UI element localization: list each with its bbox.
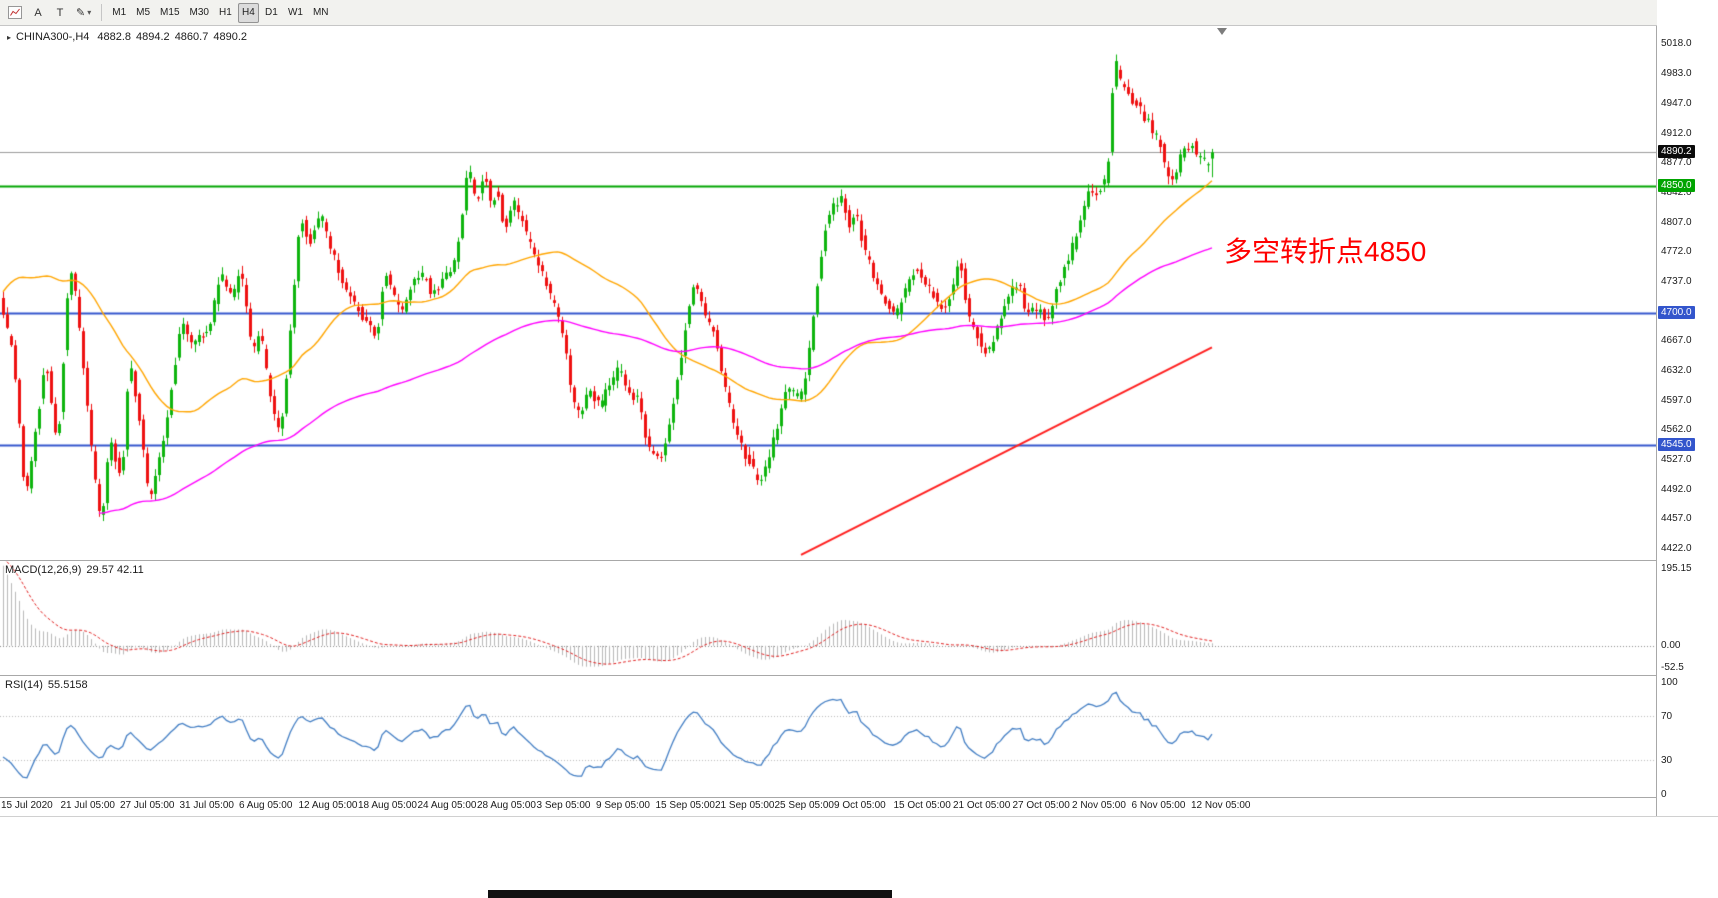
pane-separator-macd[interactable] [0, 560, 1718, 561]
time-axis-label: 12 Aug 05:00 [298, 800, 358, 811]
price-badge-4890.2: 4890.2 [1658, 145, 1695, 159]
symbol-period-label: CHINA300-,H4 [16, 31, 90, 43]
draw-tools-dropdown[interactable]: ✎ ▾ [72, 3, 95, 23]
price-badge-4850.0: 4850.0 [1658, 179, 1695, 193]
time-axis-label: 15 Jul 2020 [1, 800, 53, 811]
price-tick-label: 4807.0 [1661, 216, 1692, 228]
price-tick-label: 4667.0 [1661, 335, 1692, 347]
price-badge-4700.0: 4700.0 [1658, 306, 1695, 320]
timeframe-button-mn[interactable]: MN [312, 7, 329, 18]
pane-separator-rsi[interactable] [0, 675, 1718, 676]
time-axis-label: 3 Sep 05:00 [536, 800, 591, 811]
pencil-icon: ✎ [76, 7, 86, 19]
time-axis-label: 18 Aug 05:00 [358, 800, 417, 811]
price-tick-label: 4422.0 [1661, 543, 1692, 554]
timeframe-button-m30[interactable]: M30 [189, 7, 209, 18]
time-axis-label: 6 Aug 05:00 [239, 800, 293, 811]
macd-values: 29.57 42.11 [86, 564, 144, 576]
rsi-scale-label: 70 [1661, 710, 1673, 722]
macd-header: MACD(12,26,9) 29.57 42.11 [5, 564, 144, 576]
time-axis[interactable]: 15 Jul 2020 21 Jul 05:00 27 Jul 05:00 31 Ju… [0, 798, 1656, 816]
chevron-down-icon: ▾ [87, 8, 92, 17]
timeframe-button-h1[interactable]: H1 [219, 7, 232, 18]
price-tick-label: 4842.0 [1661, 187, 1692, 199]
time-axis-label: 31 Jul 05:00 [179, 800, 235, 811]
chart-header: ▸ CHINA300-,H4 4882.8 4894.2 4860.7 4890… [7, 31, 247, 43]
macd-scale-max: 195.15 [1661, 563, 1692, 574]
time-axis-label: 25 Sep 05:00 [774, 800, 835, 811]
macd-scale-zero: 0.00 [1661, 639, 1681, 651]
price-tick-label: 4527.0 [1661, 454, 1692, 466]
price-badge-4545.0: 4545.0 [1658, 437, 1695, 451]
collapse-triangle-icon[interactable]: ▸ [7, 32, 12, 42]
time-axis-label: 27 Jul 05:00 [120, 800, 175, 811]
time-axis-label: 21 Sep 05:00 [715, 800, 775, 811]
text-tool-button[interactable]: T [56, 6, 64, 19]
rsi-scale-label: 30 [1661, 755, 1673, 767]
price-tick-label: 4947.0 [1661, 98, 1692, 110]
time-axis-separator [0, 797, 1718, 798]
cursor-tool-button[interactable]: A [34, 6, 42, 19]
time-axis-label: 9 Oct 05:00 [834, 800, 886, 811]
chart-text-annotation[interactable]: 多空转折点4850 [1224, 236, 1427, 267]
price-tick-label: 4912.0 [1661, 127, 1692, 139]
rsi-header: RSI(14) 55.5158 [5, 679, 88, 691]
price-tick-label: 4737.0 [1661, 276, 1692, 288]
timeframe-bar: M1 M5 M15 M30 H1 H4 D1 W1 MN [107, 2, 333, 23]
price-axis[interactable]: 5018.0 4983.0 4947.0 4912.0 4877.0 4842.0 4807… [1657, 0, 1718, 816]
time-axis-label: 15 Sep 05:00 [655, 800, 716, 811]
price-tick-label: 4457.0 [1661, 513, 1692, 525]
bottom-black-strip [488, 890, 892, 898]
timeframe-button-m5[interactable]: M5 [136, 7, 151, 18]
chart-shift-marker-icon[interactable] [1217, 28, 1227, 35]
high-value: 4894.2 [136, 31, 170, 43]
time-axis-label: 24 Aug 05:00 [417, 800, 477, 811]
time-axis-label: 27 Oct 05:00 [1012, 800, 1070, 811]
rsi-title: RSI(14) [5, 679, 43, 691]
timeframe-button-d1[interactable]: D1 [265, 7, 278, 18]
timeframe-button-w1[interactable]: W1 [287, 7, 303, 18]
price-tick-label: 5018.0 [1661, 38, 1692, 49]
mini-chart-icon [8, 6, 22, 19]
price-tick-label: 4632.0 [1661, 365, 1692, 377]
time-axis-label: 2 Nov 05:00 [1072, 800, 1126, 811]
rsi-value: 55.5158 [47, 679, 88, 691]
price-tick-label: 4562.0 [1661, 424, 1692, 436]
time-axis-label: 6 Nov 05:00 [1131, 800, 1186, 811]
open-value: 4882.8 [97, 31, 132, 43]
rsi-canvas[interactable] [0, 676, 1656, 797]
time-axis-label: 28 Aug 05:00 [477, 800, 536, 811]
price-tick-label: 4877.0 [1661, 157, 1692, 169]
chart-window-icon[interactable] [4, 3, 26, 23]
time-axis-label: 21 Jul 05:00 [60, 800, 116, 811]
time-axis-label: 12 Nov 05:00 [1191, 800, 1251, 811]
time-axis-label: 9 Sep 05:00 [596, 800, 650, 811]
timeframe-button-h4[interactable]: H4 [237, 2, 259, 23]
macd-title: MACD(12,26,9) [5, 564, 82, 576]
price-axis-border [1656, 26, 1657, 816]
rsi-scale-label: 100 [1661, 677, 1678, 688]
time-axis-label: 15 Oct 05:00 [893, 800, 951, 811]
chart-bottom-border [0, 816, 1718, 817]
rsi-scale-label: 0 [1661, 789, 1667, 800]
main-chart-canvas[interactable] [0, 26, 1656, 560]
time-axis-label: 21 Oct 05:00 [953, 800, 1011, 811]
price-tick-label: 4597.0 [1661, 394, 1692, 406]
toolbar-separator [101, 4, 103, 21]
price-tick-label: 4983.0 [1661, 67, 1692, 79]
low-value: 4860.7 [174, 31, 209, 43]
price-tick-label: 4492.0 [1661, 483, 1692, 495]
price-tick-label: 4772.0 [1661, 246, 1692, 258]
timeframe-button-m15[interactable]: M15 [160, 7, 180, 18]
macd-canvas[interactable] [0, 561, 1656, 675]
timeframe-button-m1[interactable]: M1 [112, 7, 127, 18]
toolbar: A T ✎ ▾ M1 M5 M15 M30 H1 H4 D1 W1 MN [0, 0, 1718, 26]
close-value: 4890.2 [213, 31, 247, 43]
macd-scale-min: -52.5 [1661, 662, 1684, 673]
